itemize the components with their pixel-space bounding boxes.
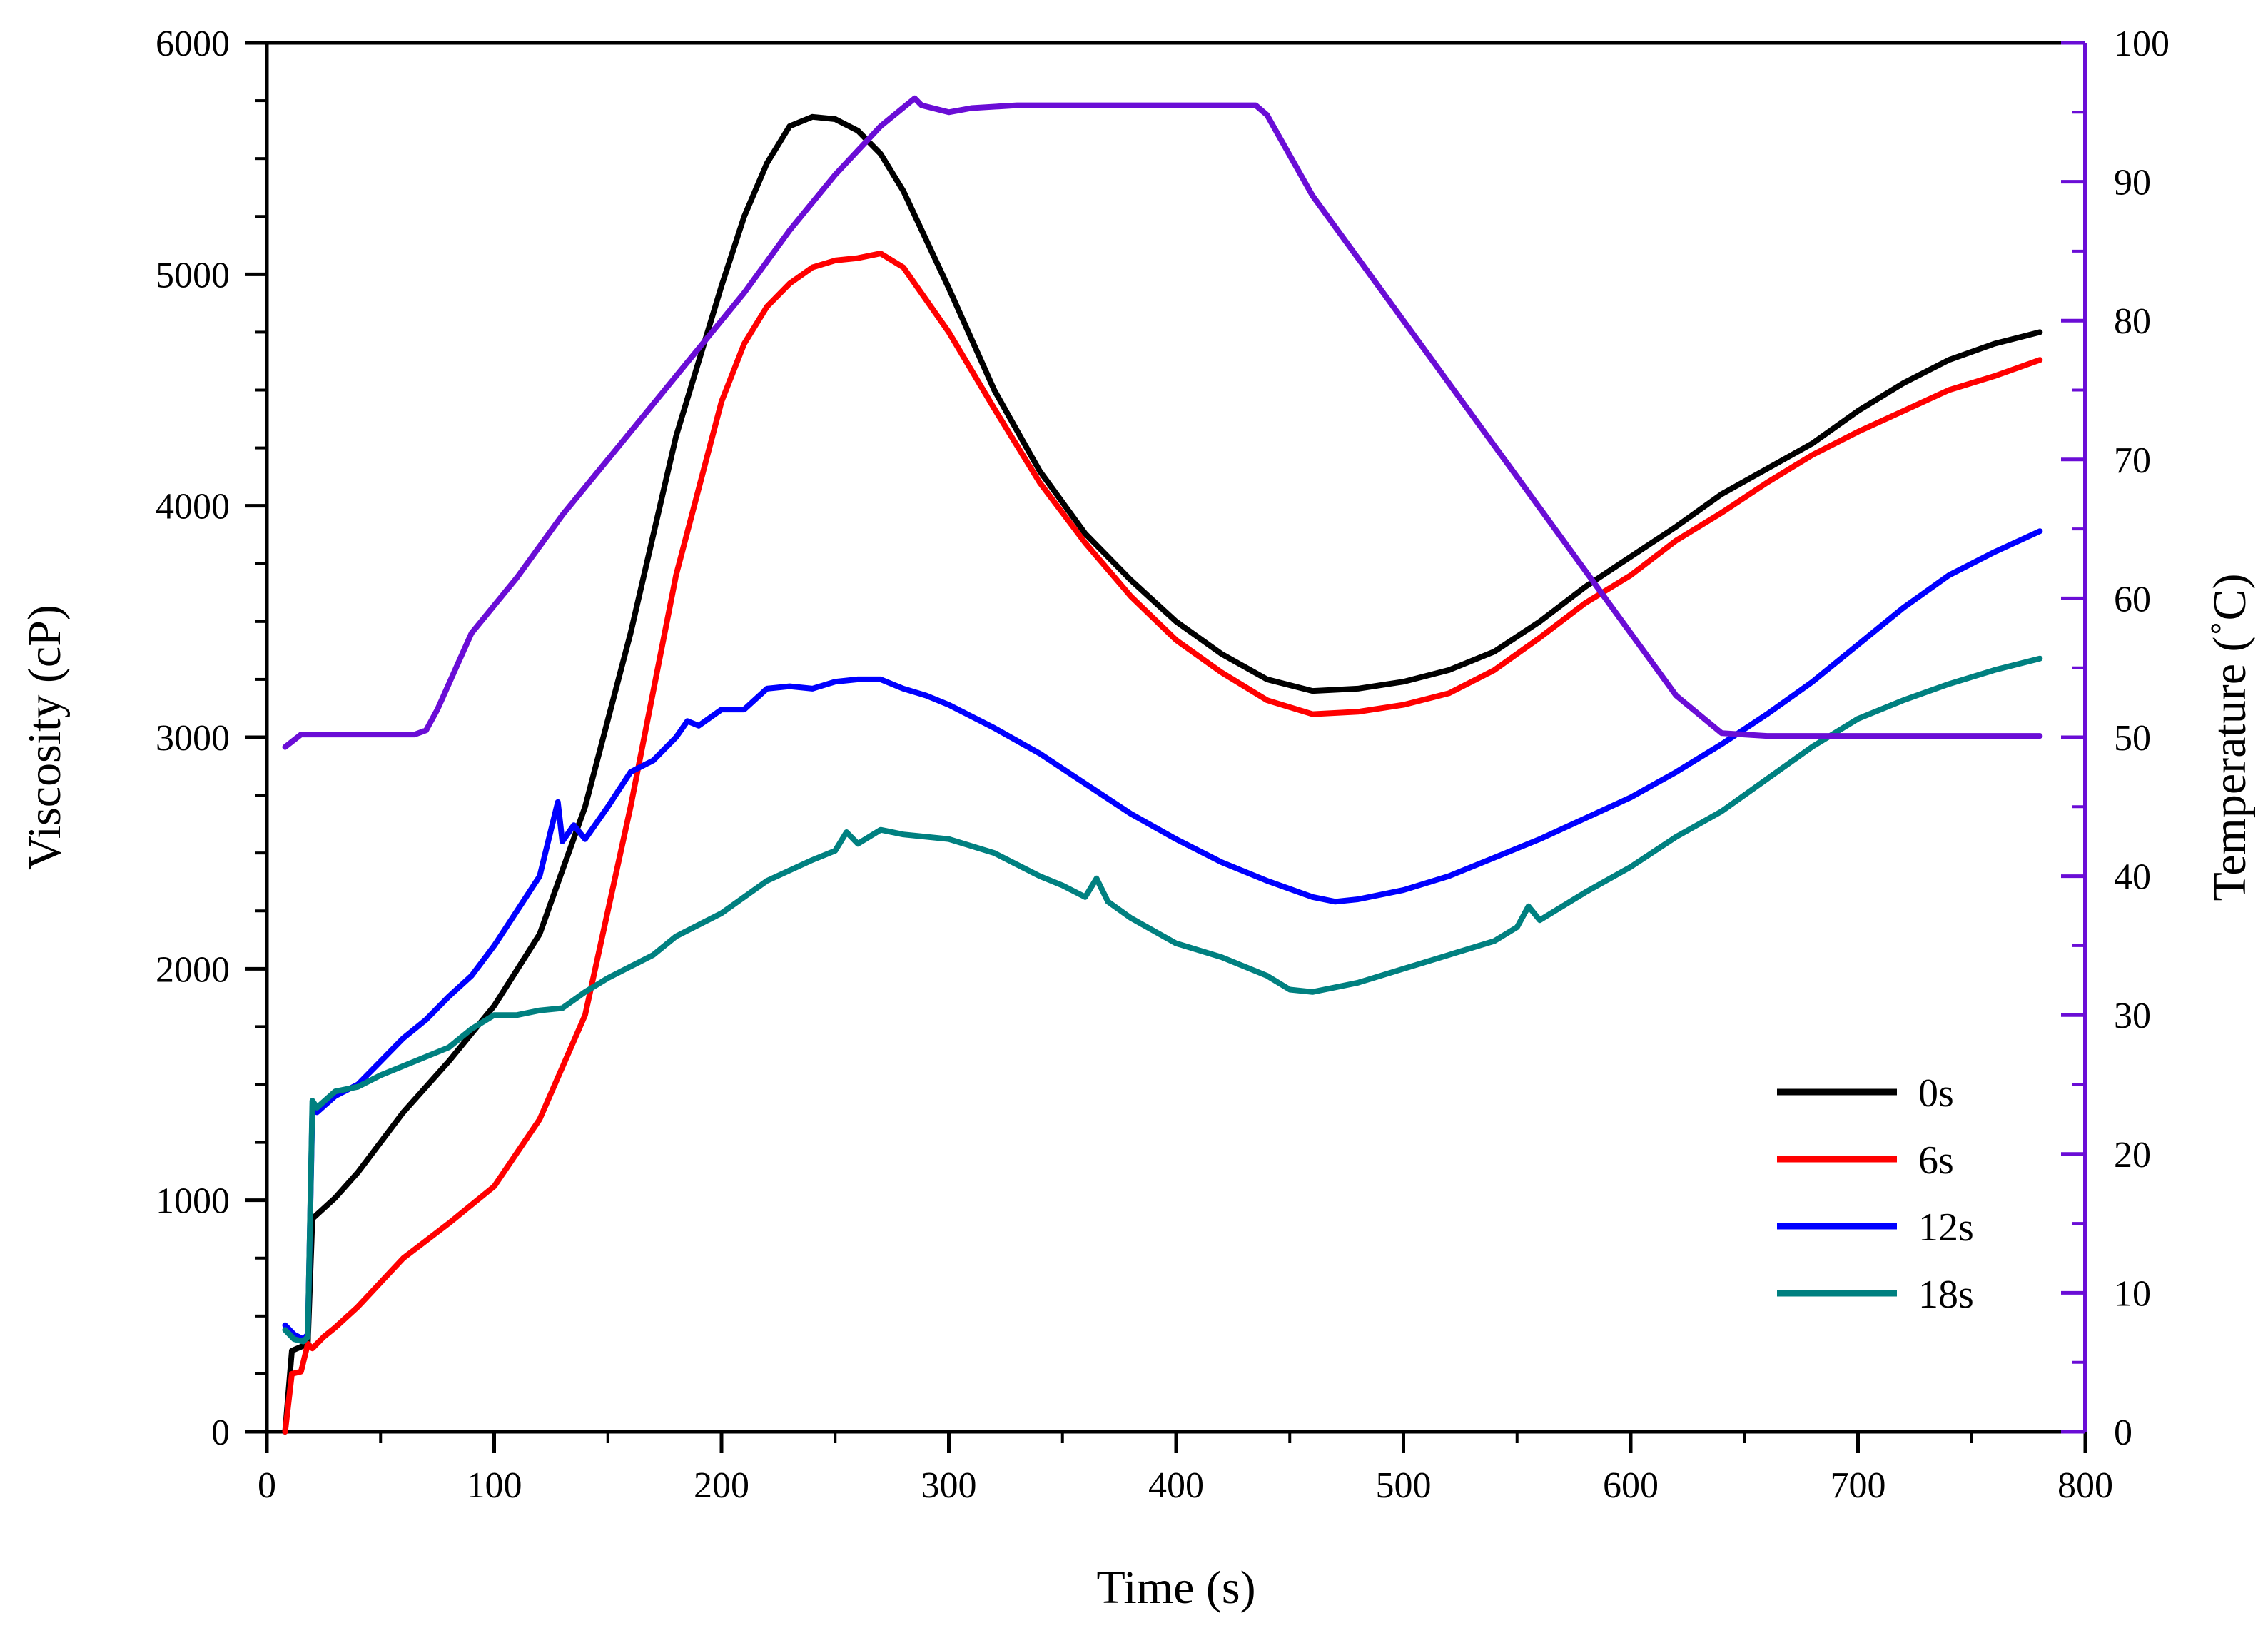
x-tick-label: 500 bbox=[1376, 1465, 1432, 1506]
x-tick-label: 400 bbox=[1148, 1465, 1204, 1506]
legend-label-18s: 18s bbox=[1918, 1273, 1974, 1317]
y2-tick-label: 10 bbox=[2114, 1273, 2151, 1314]
y-axis-title: Viscosity (cP) bbox=[19, 605, 71, 870]
y-tick-label: 6000 bbox=[156, 24, 230, 64]
y2-tick-label: 20 bbox=[2114, 1135, 2151, 1176]
y2-tick-label: 50 bbox=[2114, 718, 2151, 759]
data-series bbox=[282, 95, 2043, 1435]
series-line-18s bbox=[282, 655, 2043, 1345]
y-tick-label: 4000 bbox=[156, 487, 230, 527]
y2-tick-label: 60 bbox=[2114, 579, 2151, 620]
y2-tick-label: 0 bbox=[2114, 1412, 2132, 1453]
y-tick-label: 2000 bbox=[156, 949, 230, 990]
series-line-temperature bbox=[282, 95, 2043, 750]
axes bbox=[245, 41, 2087, 1453]
x-tick-label: 100 bbox=[467, 1465, 522, 1506]
x-tick-label: 0 bbox=[258, 1465, 276, 1506]
y2-axis-title: Temperature (˚C) bbox=[2204, 574, 2256, 901]
series-line-12s bbox=[282, 528, 2043, 1343]
axis-labels: 0 100 200 300 400 500 600 700 800010002000300040… bbox=[19, 24, 2256, 1614]
x-tick-label: 700 bbox=[1831, 1465, 1886, 1506]
y2-tick-label: 40 bbox=[2114, 857, 2151, 898]
y2-tick-label: 100 bbox=[2114, 24, 2170, 64]
y-tick-label: 0 bbox=[211, 1412, 230, 1453]
y2-tick-label: 80 bbox=[2114, 301, 2151, 342]
legend-label-12s: 12s bbox=[1918, 1205, 1974, 1250]
y2-tick-label: 90 bbox=[2114, 163, 2151, 203]
series-line-6s bbox=[282, 251, 2043, 1435]
legend: 0s 6s 12s 18s bbox=[1777, 1071, 1974, 1317]
x-tick-label: 600 bbox=[1603, 1465, 1659, 1506]
x-tick-label: 200 bbox=[694, 1465, 749, 1506]
legend-label-6s: 6s bbox=[1918, 1138, 1954, 1183]
y-tick-label: 3000 bbox=[156, 718, 230, 759]
legend-label-0s: 0s bbox=[1918, 1071, 1954, 1116]
y2-tick-label: 30 bbox=[2114, 996, 2151, 1036]
x-tick-label: 300 bbox=[921, 1465, 977, 1506]
y2-tick-label: 70 bbox=[2114, 440, 2151, 481]
y-tick-label: 5000 bbox=[156, 255, 230, 295]
x-axis-title: Time (s) bbox=[1096, 1562, 1255, 1614]
x-tick-label: 800 bbox=[2057, 1465, 2113, 1506]
y-tick-label: 1000 bbox=[156, 1181, 230, 1222]
